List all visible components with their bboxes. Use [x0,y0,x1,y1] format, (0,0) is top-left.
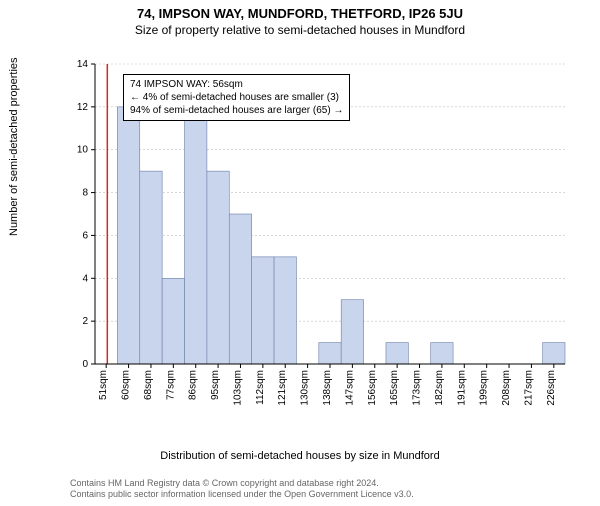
chart-title-line1: 74, IMPSON WAY, MUNDFORD, THETFORD, IP26… [0,6,600,21]
svg-text:191sqm: 191sqm [456,370,467,406]
svg-text:199sqm: 199sqm [479,370,490,406]
svg-text:226sqm: 226sqm [546,370,557,406]
chart-title-line2: Size of property relative to semi-detach… [0,23,600,37]
svg-text:103sqm: 103sqm [232,370,243,406]
svg-text:217sqm: 217sqm [523,370,534,406]
svg-text:130sqm: 130sqm [300,370,311,406]
annotation-line2: ← 4% of semi-detached houses are smaller… [130,91,343,104]
svg-text:147sqm: 147sqm [344,370,355,406]
svg-text:2: 2 [82,316,88,327]
annotation-line1: 74 IMPSON WAY: 56sqm [130,78,343,91]
chart-area: 0 2 4 6 8 10 12 14 51sqm 60sqm 68sqm 77sqm 86sqm 95sq… [55,54,575,424]
footnote-line1: Contains HM Land Registry data © Crown c… [70,478,414,489]
svg-text:208sqm: 208sqm [501,370,512,406]
y-axis-label: Number of semi-detached properties [8,57,20,236]
svg-text:77sqm: 77sqm [165,370,176,400]
svg-text:182sqm: 182sqm [434,370,445,406]
svg-text:68sqm: 68sqm [143,370,154,400]
annotation-box: 74 IMPSON WAY: 56sqm ← 4% of semi-detach… [123,74,350,121]
svg-text:14: 14 [77,59,89,70]
svg-text:138sqm: 138sqm [322,370,333,406]
svg-text:86sqm: 86sqm [188,370,199,400]
svg-text:0: 0 [82,359,88,370]
svg-text:6: 6 [82,230,88,241]
svg-text:95sqm: 95sqm [210,370,221,400]
svg-text:173sqm: 173sqm [412,370,423,406]
svg-text:12: 12 [77,102,89,113]
svg-text:165sqm: 165sqm [389,370,400,406]
svg-text:4: 4 [82,273,88,284]
svg-text:60sqm: 60sqm [121,370,132,400]
svg-text:8: 8 [82,188,88,199]
footnote: Contains HM Land Registry data © Crown c… [70,478,414,501]
footnote-line2: Contains public sector information licen… [70,489,414,500]
svg-text:121sqm: 121sqm [277,370,288,406]
svg-text:156sqm: 156sqm [367,370,378,406]
svg-text:10: 10 [77,145,89,156]
svg-text:51sqm: 51sqm [98,370,109,400]
x-axis-label: Distribution of semi-detached houses by … [0,450,600,462]
annotation-line3: 94% of semi-detached houses are larger (… [130,104,343,117]
svg-text:112sqm: 112sqm [255,370,266,405]
